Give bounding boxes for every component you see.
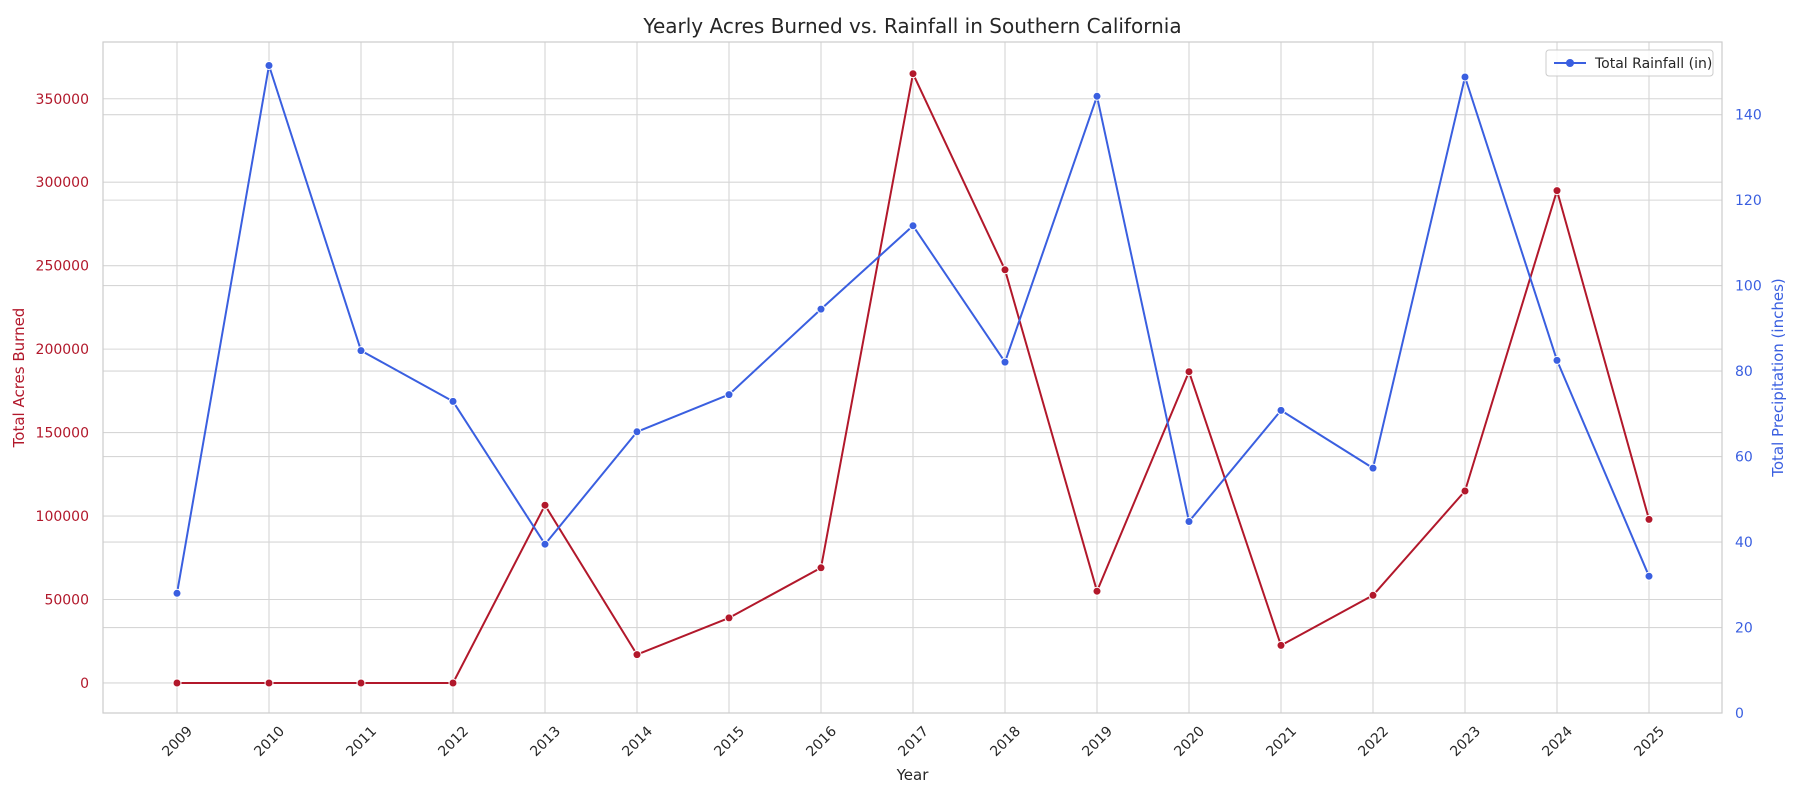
y-tick-label-right: 140 bbox=[1735, 108, 1762, 124]
legend-box bbox=[1545, 49, 1714, 77]
data-point-rainfall bbox=[724, 390, 734, 400]
data-point-rainfall bbox=[172, 588, 182, 598]
y-tick-label-left: 0 bbox=[80, 676, 89, 692]
data-point-acres-burned bbox=[1644, 514, 1654, 524]
data-point-acres-burned bbox=[1368, 590, 1378, 600]
data-point-rainfall bbox=[1000, 357, 1010, 367]
y-tick-label-right: 80 bbox=[1735, 364, 1753, 380]
data-point-acres-burned bbox=[356, 678, 366, 688]
x-tick-label: 2021 bbox=[1263, 723, 1300, 760]
x-tick-label: 2011 bbox=[343, 723, 380, 760]
data-point-rainfall bbox=[540, 539, 550, 549]
data-point-rainfall bbox=[908, 221, 918, 231]
y-tick-label-right: 0 bbox=[1735, 706, 1744, 722]
data-point-rainfall bbox=[1368, 463, 1378, 473]
x-tick-label: 2024 bbox=[1539, 723, 1576, 760]
y-tick-label-right: 40 bbox=[1735, 535, 1753, 551]
legend: Total Rainfall (in) bbox=[1545, 49, 1714, 77]
y-tick-label-left: 50000 bbox=[44, 592, 89, 608]
data-point-rainfall bbox=[1092, 91, 1102, 101]
data-point-rainfall bbox=[1644, 571, 1654, 581]
data-point-rainfall bbox=[1184, 517, 1194, 526]
x-tick-label: 2023 bbox=[1447, 723, 1484, 760]
y-tick-label-left: 200000 bbox=[36, 342, 89, 358]
y-tick-label-left: 150000 bbox=[36, 426, 89, 442]
data-point-acres-burned bbox=[172, 678, 182, 688]
data-point-acres-burned bbox=[1184, 367, 1194, 377]
data-point-acres-burned bbox=[1092, 586, 1102, 596]
y-tick-label-left: 100000 bbox=[36, 509, 89, 525]
grid-layer bbox=[103, 42, 1722, 714]
data-point-rainfall bbox=[816, 304, 826, 314]
legend-label-rainfall: Total Rainfall (in) bbox=[1594, 56, 1712, 72]
x-tick-label: 2010 bbox=[251, 723, 288, 760]
x-tick-label: 2009 bbox=[159, 723, 196, 760]
data-point-rainfall bbox=[356, 346, 366, 356]
data-point-rainfall bbox=[448, 396, 458, 406]
data-point-acres-burned bbox=[1000, 265, 1010, 275]
series-layer bbox=[172, 61, 1654, 688]
data-point-rainfall bbox=[1276, 405, 1286, 415]
data-point-acres-burned bbox=[1460, 486, 1470, 496]
data-point-rainfall bbox=[632, 427, 642, 437]
data-point-acres-burned bbox=[264, 678, 274, 688]
x-tick-label: 2019 bbox=[1079, 723, 1116, 760]
data-point-acres-burned bbox=[908, 69, 918, 79]
x-tick-label: 2012 bbox=[435, 723, 472, 760]
x-tick-label: 2016 bbox=[803, 723, 840, 760]
y-tick-label-left: 300000 bbox=[36, 175, 89, 191]
data-point-rainfall bbox=[264, 61, 274, 70]
data-point-acres-burned bbox=[724, 613, 734, 623]
data-point-rainfall bbox=[1460, 72, 1470, 82]
x-tick-label: 2013 bbox=[527, 723, 564, 760]
data-point-rainfall bbox=[1552, 355, 1562, 365]
data-point-acres-burned bbox=[1552, 186, 1562, 196]
y-tick-label-right: 60 bbox=[1735, 450, 1753, 466]
y-axis-label-left: Total Acres Burned bbox=[10, 308, 28, 449]
data-point-acres-burned bbox=[632, 650, 642, 660]
y-tick-label-right: 120 bbox=[1735, 193, 1762, 209]
data-point-acres-burned bbox=[448, 678, 458, 688]
data-point-acres-burned bbox=[540, 500, 550, 510]
y-tick-label-left: 250000 bbox=[36, 259, 89, 275]
data-point-acres-burned bbox=[1276, 640, 1286, 650]
x-tick-label: 2018 bbox=[987, 723, 1024, 760]
legend-marker-rainfall bbox=[1566, 59, 1574, 67]
y-axis-label-right: Total Precipitation (inches) bbox=[1769, 278, 1787, 478]
x-tick-label: 2025 bbox=[1631, 723, 1668, 760]
x-tick-label: 2020 bbox=[1171, 723, 1208, 760]
data-point-acres-burned bbox=[816, 563, 826, 573]
x-tick-label: 2014 bbox=[619, 723, 656, 760]
x-tick-label: 2015 bbox=[711, 723, 748, 760]
y-tick-label-left: 350000 bbox=[36, 92, 89, 108]
chart-title: Yearly Acres Burned vs. Rainfall in Sout… bbox=[642, 14, 1181, 38]
x-tick-label: 2022 bbox=[1355, 723, 1392, 760]
x-axis-label: Year bbox=[896, 766, 930, 784]
y-tick-label-right: 20 bbox=[1735, 621, 1753, 637]
y-tick-label-right: 100 bbox=[1735, 279, 1762, 295]
plot-frame bbox=[102, 41, 1723, 714]
x-tick-label: 2017 bbox=[895, 723, 932, 760]
